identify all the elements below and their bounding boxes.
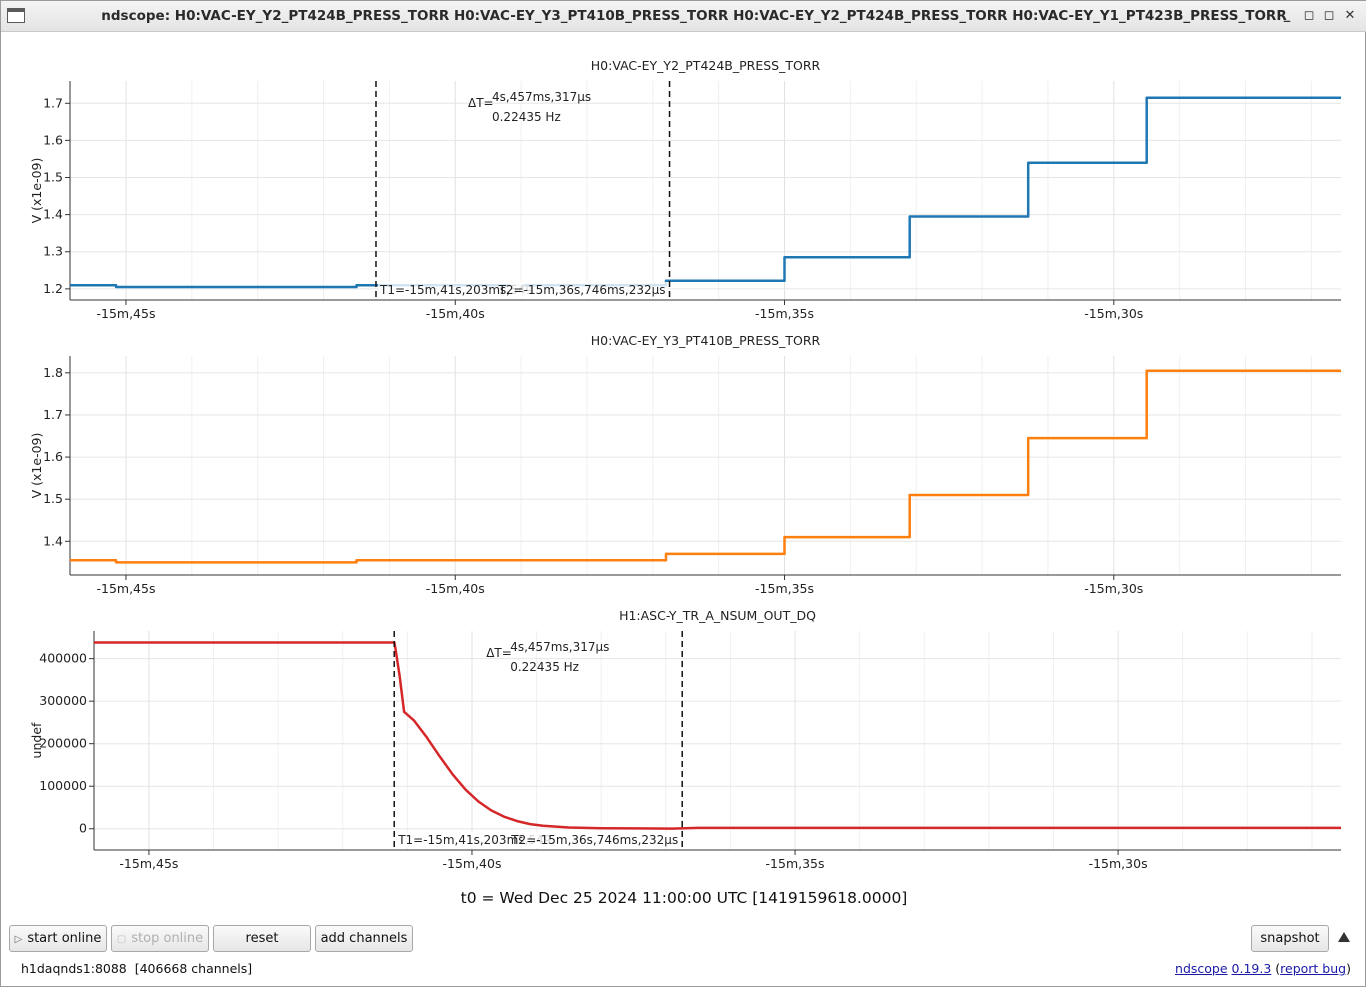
- delta-t-value: 4s,457ms,317μs: [492, 90, 591, 104]
- plot-panel-3[interactable]: H1:ASC-Y_TR_A_NSUM_OUT_DQ 0 100000 200000 30…: [29, 608, 1341, 871]
- t2-label-bg: [522, 832, 681, 848]
- t1-label-bg: [396, 832, 543, 848]
- x-tick-label: -15m,35s: [766, 856, 825, 871]
- delta-t-label: ΔT=: [486, 646, 512, 660]
- y-tick-label: 1.6: [43, 132, 63, 147]
- y-axis-label: undef: [29, 722, 44, 758]
- x-tick-label: -15m,40s: [442, 856, 501, 871]
- t1-label-bg: [377, 282, 524, 298]
- x-tick-label: -15m,35s: [755, 581, 814, 596]
- series-line: [94, 641, 1341, 830]
- y-tick-label: 1.2: [43, 281, 63, 296]
- x-tick-label: -15m,30s: [1084, 581, 1143, 596]
- y-tick-label: 1.5: [43, 491, 63, 506]
- ndscope-link[interactable]: ndscope: [1175, 961, 1228, 976]
- delta-freq-value: 0.22435 Hz: [492, 110, 561, 124]
- y-tick-label: 1.7: [43, 407, 63, 422]
- reset-button[interactable]: reset: [213, 925, 311, 952]
- plot-title: H1:ASC-Y_TR_A_NSUM_OUT_DQ: [619, 608, 816, 623]
- y-tick-label: 400000: [39, 651, 87, 666]
- delta-t-value: 4s,457ms,317μs: [510, 640, 609, 654]
- y-tick-label: 1.8: [43, 365, 63, 380]
- t0-label: t0 = Wed Dec 25 2024 11:00:00 UTC [14191…: [460, 889, 908, 907]
- y-axis-label: V (x1e-09): [29, 433, 44, 499]
- footer-open-paren: (: [1275, 961, 1281, 976]
- snapshot-button[interactable]: snapshot: [1251, 925, 1329, 952]
- stop-online-label: stop online: [131, 931, 204, 946]
- y-tick-label: 0: [79, 821, 87, 836]
- y-tick-label: 1.6: [43, 449, 63, 464]
- y-axis-label: V (x1e-09): [29, 158, 44, 224]
- expand-panel-icon[interactable]: [1338, 932, 1350, 942]
- channel-count: [406668 channels]: [134, 961, 253, 976]
- stop-icon: ▢: [116, 934, 127, 945]
- plot-area[interactable]: H0:VAC-EY_Y2_PT424B_PRESS_TORR 1.2 1.3 1.4 1…: [1, 32, 1366, 882]
- stop-online-button[interactable]: ▢ stop online: [111, 925, 209, 952]
- y-tick-label: 200000: [39, 736, 87, 751]
- grid-lines: [94, 631, 1341, 850]
- add-channels-button[interactable]: add channels: [315, 925, 413, 952]
- server-address: h1daqnds1:8088: [21, 961, 127, 976]
- play-icon: ▷: [14, 934, 23, 945]
- series-line: [70, 369, 1341, 564]
- x-tick-label: -15m,45s: [96, 306, 155, 321]
- start-online-button[interactable]: ▷ start online: [9, 925, 107, 952]
- x-tick-label: -15m,40s: [426, 306, 485, 321]
- window-title: ndscope: H0:VAC-EY_Y2_PT424B_PRESS_TORR …: [101, 8, 1287, 24]
- t2-label: T2=-15m,36s,746ms,232μs: [498, 283, 666, 297]
- time-cursors[interactable]: ΔT=4s,457ms,317μs 0.22435 Hz T1=-15m,41s,2…: [375, 81, 671, 300]
- series-line: [70, 96, 1341, 289]
- x-tick-label: -15m,30s: [1089, 856, 1148, 871]
- minimize-icon[interactable]: _: [1283, 8, 1291, 23]
- t2-label: T2=-15m,36s,746ms,232μs: [510, 833, 678, 847]
- y-tick-label: 1.7: [43, 95, 63, 110]
- report-bug-link[interactable]: report bug: [1280, 961, 1347, 976]
- time-cursors[interactable]: ΔT=4s,457ms,317μs 0.22435 Hz T1=-15m,41s,2…: [393, 631, 683, 850]
- grid-lines: [70, 81, 1341, 300]
- window-app-icon[interactable]: [7, 8, 25, 23]
- title-bar[interactable]: ndscope: H0:VAC-EY_Y2_PT424B_PRESS_TORR …: [1, 1, 1366, 32]
- start-online-label: start online: [27, 931, 102, 946]
- y-tick-label: 1.4: [43, 533, 63, 548]
- x-tick-label: -15m,30s: [1084, 306, 1143, 321]
- t2-label-bg: [509, 282, 668, 298]
- plot-title: H0:VAC-EY_Y3_PT410B_PRESS_TORR: [591, 333, 821, 348]
- x-tick-label: -15m,45s: [96, 581, 155, 596]
- y-tick-label: 1.3: [43, 244, 63, 259]
- plot-panel-1[interactable]: H0:VAC-EY_Y2_PT424B_PRESS_TORR 1.2 1.3 1.4 1…: [29, 58, 1341, 321]
- grid-lines: [70, 356, 1341, 575]
- y-tick-label: 1.5: [43, 170, 63, 185]
- y-tick-label: 1.4: [43, 207, 63, 222]
- version-footer: ndscope 0.19.3 (report bug): [1175, 961, 1351, 976]
- x-tick-label: -15m,45s: [119, 856, 178, 871]
- plot-panel-2[interactable]: H0:VAC-EY_Y3_PT410B_PRESS_TORR 1.4 1.5 1.6 1…: [29, 333, 1341, 596]
- footer-close-paren: ): [1346, 961, 1351, 976]
- x-tick-label: -15m,35s: [755, 306, 814, 321]
- y-tick-label: 300000: [39, 693, 87, 708]
- version-link[interactable]: 0.19.3: [1231, 961, 1272, 976]
- plot-title: H0:VAC-EY_Y2_PT424B_PRESS_TORR: [591, 58, 821, 73]
- delta-t-label: ΔT=: [468, 96, 494, 110]
- y-tick-label: 100000: [39, 778, 87, 793]
- status-bar: h1daqnds1:8088 [406668 channels]: [21, 961, 252, 976]
- close-icon[interactable]: ✕: [1344, 8, 1356, 23]
- restore-icon[interactable]: ◻: [1303, 8, 1315, 23]
- t1-label: T1=-15m,41s,203ms,549: [397, 833, 551, 847]
- delta-freq-value: 0.22435 Hz: [510, 660, 579, 674]
- x-tick-label: -15m,40s: [426, 581, 485, 596]
- t1-label: T1=-15m,41s,203ms,549: [379, 283, 533, 297]
- maximize-icon[interactable]: ◻: [1323, 8, 1335, 23]
